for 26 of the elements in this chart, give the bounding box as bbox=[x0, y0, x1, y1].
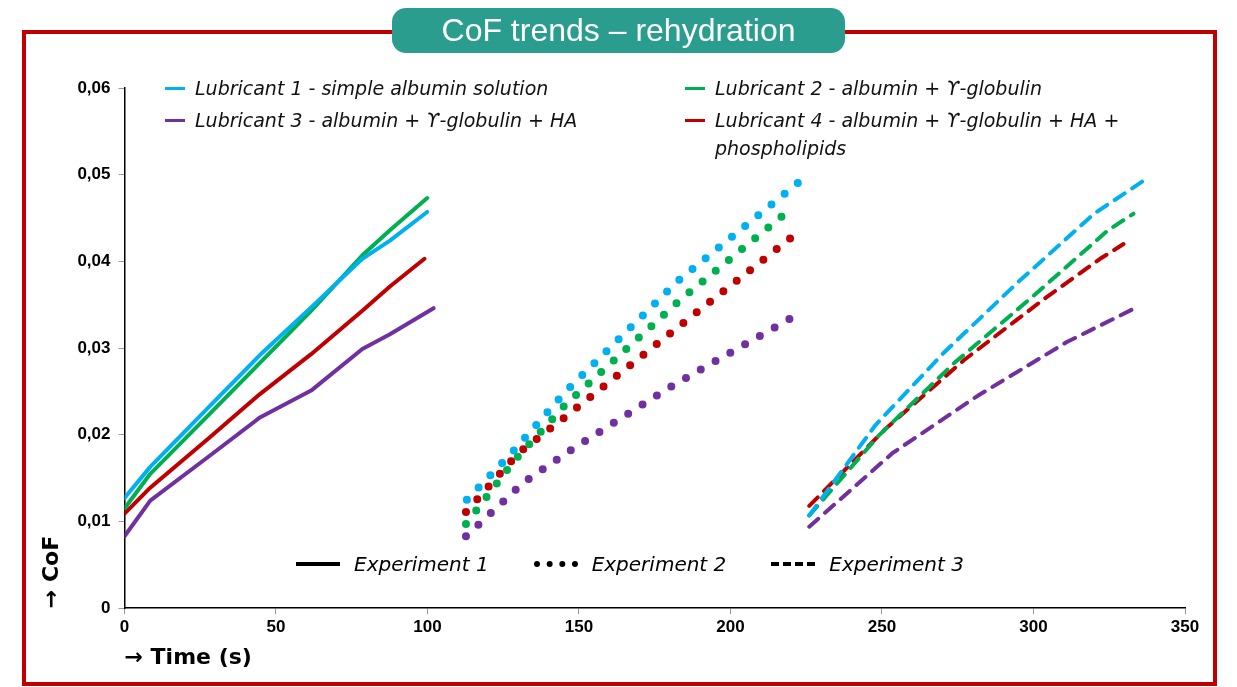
y-tick-label: 0,02 bbox=[77, 424, 111, 444]
legend-label: Lubricant 2 - albumin + ϒ-globulin bbox=[715, 76, 1043, 101]
y-tick-label: 0 bbox=[101, 597, 111, 617]
chart-title: CoF trends – rehydration bbox=[391, 8, 846, 53]
x-tick-label: 150 bbox=[564, 617, 594, 637]
y-tick-label: 0,06 bbox=[77, 77, 111, 97]
legend-label: Lubricant 4 - albumin + ϒ-globulin + HA + phospholipids bbox=[715, 108, 1121, 161]
y-tick-label: 0,01 bbox=[77, 511, 111, 531]
annotation: Experiment 3 bbox=[829, 552, 964, 576]
x-tick-label: 0 bbox=[119, 617, 130, 637]
y-tick-label: 0,03 bbox=[77, 337, 111, 357]
x-tick-label: 300 bbox=[1019, 617, 1048, 637]
x-tick-label: 250 bbox=[867, 617, 897, 637]
x-tick-label: 350 bbox=[1170, 617, 1200, 637]
y-tick-label: 0,05 bbox=[77, 164, 111, 184]
x-tick-label: 50 bbox=[266, 617, 286, 637]
legend-label: Lubricant 1 - simple albumin solution bbox=[195, 76, 549, 101]
legend-label: Lubricant 3 - albumin + ϒ-globulin + HA bbox=[195, 108, 578, 133]
x-axis-title: → Time (s) bbox=[124, 643, 252, 669]
y-tick-label: 0,04 bbox=[77, 251, 112, 271]
x-tick-label: 200 bbox=[716, 617, 745, 637]
line-series bbox=[807, 242, 1126, 508]
y-axis-title: → CoF bbox=[37, 535, 63, 609]
annotation: Experiment 1 bbox=[354, 552, 489, 576]
x-tick-label: 100 bbox=[413, 617, 442, 637]
annotation: Experiment 2 bbox=[591, 552, 727, 576]
